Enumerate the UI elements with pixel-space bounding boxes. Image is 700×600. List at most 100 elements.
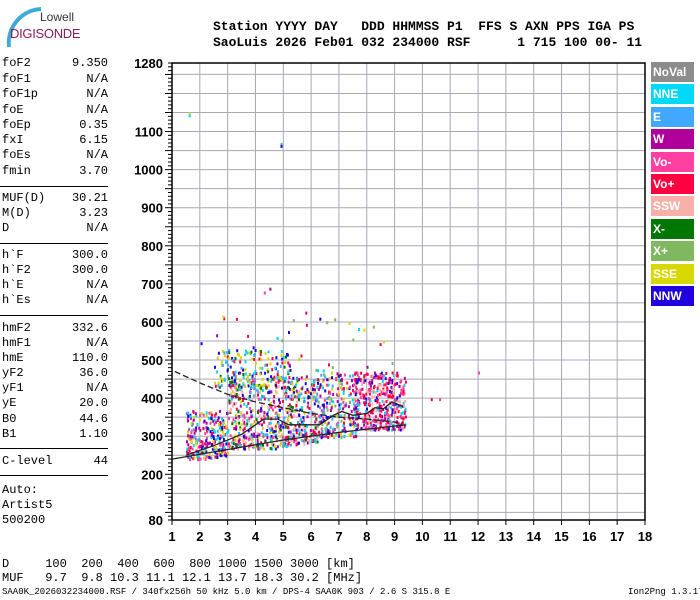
echo-point bbox=[302, 422, 305, 426]
echo-point bbox=[288, 409, 291, 413]
echo-point bbox=[311, 438, 314, 442]
legend-item-w: W bbox=[651, 129, 694, 150]
echo-point bbox=[289, 413, 292, 417]
echo-point bbox=[355, 385, 357, 389]
echo-point bbox=[250, 433, 253, 437]
legend-item-xminus: X- bbox=[651, 218, 694, 239]
echo-point bbox=[365, 409, 367, 413]
echo-point bbox=[230, 407, 232, 411]
echo-point bbox=[260, 431, 263, 435]
echo-point bbox=[336, 393, 339, 397]
echo-point bbox=[260, 386, 263, 390]
echo-point bbox=[304, 391, 307, 394]
echo-point bbox=[192, 444, 195, 448]
echo-point bbox=[195, 442, 198, 446]
echo-point bbox=[329, 391, 332, 395]
echo-point bbox=[330, 406, 333, 410]
echo-point bbox=[239, 360, 242, 364]
echo-point bbox=[321, 403, 324, 407]
echo-point bbox=[269, 287, 272, 291]
echo-point bbox=[257, 447, 260, 451]
echo-point bbox=[391, 362, 394, 365]
echo-point bbox=[239, 444, 242, 448]
echo-point bbox=[301, 420, 304, 424]
echo-point bbox=[242, 368, 244, 372]
echo-point bbox=[330, 371, 333, 375]
echo-point bbox=[371, 424, 373, 428]
echo-point bbox=[218, 385, 221, 389]
param-yf1: yF1 N/A bbox=[2, 381, 108, 395]
echo-point bbox=[342, 401, 345, 404]
echo-point bbox=[282, 419, 285, 423]
echo-point bbox=[188, 112, 191, 116]
echo-point bbox=[291, 406, 294, 409]
trace-dashed bbox=[174, 370, 403, 424]
echo-point bbox=[241, 392, 244, 396]
param-label: yE bbox=[2, 396, 17, 410]
echo-point bbox=[271, 377, 274, 381]
echo-point bbox=[257, 436, 260, 440]
echo-point bbox=[253, 377, 256, 381]
echo-point bbox=[244, 360, 247, 364]
param-value: 6.15 bbox=[79, 133, 108, 147]
echo-point bbox=[234, 434, 237, 438]
muf-row: MUF 9.7 9.8 10.3 11.1 12.1 13.7 18.3 30.… bbox=[2, 571, 363, 585]
echo-point bbox=[234, 386, 237, 390]
echo-point bbox=[398, 394, 401, 398]
echo-point bbox=[349, 392, 352, 396]
echo-point bbox=[350, 410, 353, 413]
echo-point bbox=[305, 438, 307, 442]
param-b0: B0 44.6 bbox=[2, 412, 108, 426]
echo-point bbox=[269, 362, 272, 366]
echo-point bbox=[342, 392, 345, 396]
echo-point bbox=[237, 393, 240, 397]
echo-point bbox=[318, 434, 321, 438]
echo-point bbox=[400, 392, 403, 395]
echo-point bbox=[263, 395, 265, 399]
echo-point bbox=[362, 396, 365, 400]
echo-point bbox=[366, 365, 369, 369]
echo-point bbox=[328, 402, 331, 406]
echo-point bbox=[343, 373, 346, 377]
echo-point bbox=[280, 353, 283, 357]
echo-point bbox=[373, 371, 376, 375]
echo-point bbox=[272, 399, 275, 403]
echo-point bbox=[259, 443, 262, 447]
echo-point bbox=[310, 438, 313, 442]
digisonde-logo-arc bbox=[6, 7, 42, 48]
echo-point bbox=[340, 414, 343, 418]
echo-point bbox=[238, 414, 241, 418]
echo-point bbox=[269, 404, 272, 408]
echo-point bbox=[368, 403, 371, 407]
echo-point bbox=[286, 353, 289, 357]
echo-point bbox=[377, 376, 380, 380]
echo-point bbox=[308, 407, 311, 410]
echo-point bbox=[192, 410, 195, 414]
echo-point bbox=[402, 427, 405, 431]
legend-item-noval: NoVal bbox=[651, 62, 694, 82]
echo-point bbox=[246, 377, 249, 381]
echo-point bbox=[331, 417, 334, 421]
echo-point bbox=[291, 388, 294, 391]
echo-point bbox=[294, 383, 297, 387]
echo-point bbox=[324, 431, 327, 434]
echo-point bbox=[304, 432, 307, 435]
echo-point bbox=[293, 409, 296, 413]
echo-point bbox=[230, 400, 233, 404]
echo-point bbox=[209, 430, 212, 434]
param-label: C-level bbox=[2, 454, 53, 468]
echo-point bbox=[256, 411, 259, 414]
echo-point bbox=[188, 428, 191, 432]
echo-point bbox=[258, 349, 261, 353]
echo-point bbox=[380, 423, 382, 427]
echo-point bbox=[355, 403, 358, 407]
echo-point bbox=[261, 394, 263, 398]
echo-point bbox=[251, 377, 254, 381]
echo-point bbox=[254, 395, 257, 399]
echo-point bbox=[189, 437, 192, 441]
param-label: h`Es bbox=[2, 293, 31, 307]
echo-point bbox=[215, 446, 218, 450]
echo-point bbox=[353, 435, 355, 439]
echo-point bbox=[240, 385, 243, 389]
echo-point bbox=[379, 343, 382, 347]
